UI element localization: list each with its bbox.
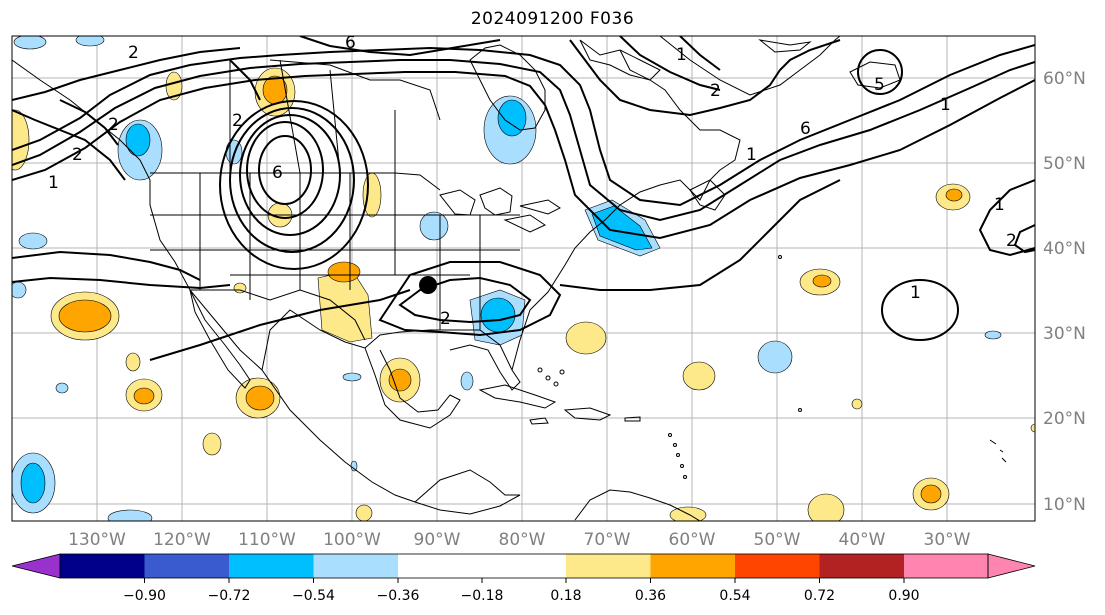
lat-label: 20°N: [1043, 409, 1086, 429]
lat-label: 60°N: [1043, 69, 1086, 89]
contour-lines: [12, 36, 1035, 361]
colorbar-segment: [144, 554, 229, 578]
lon-label: 50°W: [754, 530, 801, 550]
contour-label: 2: [1006, 231, 1017, 251]
contour-label: 2: [108, 115, 119, 135]
contour-label: 5: [874, 75, 885, 95]
lon-label: 90°W: [414, 530, 461, 550]
map-title: 2024091200 F036: [470, 9, 635, 29]
contour-label: 6: [800, 119, 811, 139]
contour-label: 1: [994, 195, 1005, 215]
longitude-labels: 130°W 120°W 110°W 100°W 90°W 80°W 70°W 6…: [68, 530, 971, 550]
colorbar-segment: [229, 554, 314, 578]
contour-label: 2: [128, 43, 139, 63]
contour-label: 2: [72, 145, 83, 165]
colorbar-segment: [735, 554, 820, 578]
colorbar-tick-label: −0.90: [123, 588, 166, 604]
colorbar-max-extend: [987, 553, 1036, 579]
contour-label: 2: [710, 81, 721, 101]
colorbar-tick-label: −0.72: [208, 588, 251, 604]
contour-label: 1: [48, 173, 59, 193]
contour-label: 6: [272, 163, 283, 183]
lon-label: 130°W: [68, 530, 126, 550]
contour-label: 1: [940, 95, 951, 115]
colorbar-tick-label: −0.18: [461, 588, 504, 604]
colorbar-frame: [59, 553, 989, 579]
contour-label: 1: [910, 283, 921, 303]
map-frame: [11, 35, 1036, 522]
lon-label: 80°W: [499, 530, 546, 550]
contour-label: 2: [232, 111, 243, 131]
colorbar-tick-label: 0.54: [719, 588, 750, 604]
colorbar-segment: [60, 554, 145, 578]
latitude-labels: 60°N 50°N 40°N 30°N 20°N 10°N: [1043, 69, 1086, 515]
contour-labels: 2 6 1 1 2 5 6 1 6 1 2 1 2 2 2 2 1: [48, 33, 1017, 329]
lat-label: 10°N: [1043, 495, 1086, 515]
location-marker: [419, 276, 437, 294]
colorbar-tick-label: 0.72: [804, 588, 835, 604]
contour-label: 2: [440, 309, 451, 329]
colorbar-tick-label: −0.36: [377, 588, 420, 604]
colorbar-tick-label: 0.18: [550, 588, 581, 604]
lon-label: 100°W: [323, 530, 381, 550]
lon-label: 120°W: [153, 530, 211, 550]
lon-label: 110°W: [238, 530, 296, 550]
shaded-anomalies: [12, 36, 1035, 521]
lat-label: 30°N: [1043, 324, 1086, 344]
lat-label: 50°N: [1043, 154, 1086, 174]
colorbar-segment: [650, 554, 735, 578]
colorbar-tick-label: −0.54: [292, 588, 335, 604]
colorbar-segment: [819, 554, 904, 578]
colorbar-min-extend: [11, 553, 61, 579]
coastlines: [12, 36, 1007, 521]
lon-label: 70°W: [584, 530, 631, 550]
colorbar-tick-label: 0.90: [888, 588, 919, 604]
colorbar: −0.90 −0.72 −0.54 −0.36 −0.18 0.18 0.36 …: [11, 553, 1036, 604]
graticule: [12, 36, 1035, 521]
contour-label: 1: [746, 145, 757, 165]
colorbar-segment: [566, 554, 651, 578]
lat-label: 40°N: [1043, 239, 1086, 259]
colorbar-tick-label: 0.36: [635, 588, 666, 604]
lon-label: 40°W: [839, 530, 886, 550]
colorbar-segment: [904, 554, 988, 578]
contour-label: 1: [676, 45, 687, 65]
contour-label: 6: [345, 33, 356, 53]
lon-label: 30°W: [924, 530, 971, 550]
lon-label: 60°W: [669, 530, 716, 550]
colorbar-segment: [313, 554, 398, 578]
colorbar-segment: [398, 554, 566, 578]
